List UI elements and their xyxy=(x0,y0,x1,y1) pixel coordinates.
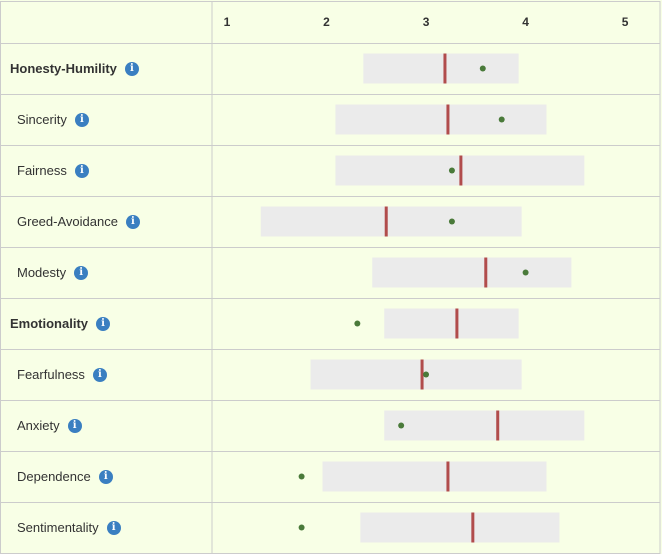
info-icon[interactable]: i xyxy=(92,367,107,382)
row-label-text: Sincerity xyxy=(17,112,67,127)
facet-label: Dependence i xyxy=(0,451,211,502)
mean-marker xyxy=(471,512,475,543)
facet-label: Modesty i xyxy=(0,247,211,298)
range-bar xyxy=(310,359,522,390)
mean-marker xyxy=(446,104,450,135)
score-dot xyxy=(423,371,430,378)
info-icon[interactable]: i xyxy=(98,469,113,484)
info-icon[interactable]: i xyxy=(74,265,89,280)
range-bar xyxy=(384,308,519,339)
range-bar xyxy=(360,512,560,543)
score-dot xyxy=(448,167,455,174)
row-label-text: Dependence xyxy=(17,469,91,484)
trait-group-label: Emotionality i xyxy=(0,298,211,349)
facet-label: Sentimentality i xyxy=(0,502,211,553)
facet-label: Sincerity i xyxy=(0,94,211,145)
mean-marker xyxy=(384,206,388,237)
row-label-text: Emotionality xyxy=(10,316,89,331)
x-tick-label: 1 xyxy=(223,15,231,29)
score-dot xyxy=(298,473,305,480)
row-label-text: Fairness xyxy=(17,163,67,178)
mean-marker xyxy=(484,257,488,288)
range-bar xyxy=(384,410,585,441)
row-label-text: Sentimentality xyxy=(17,520,99,535)
info-icon[interactable]: i xyxy=(125,214,140,229)
score-dot xyxy=(298,524,305,531)
range-bar xyxy=(322,461,547,492)
facet-label: Anxiety i xyxy=(0,400,211,451)
row-label-text: Fearfulness xyxy=(17,367,85,382)
x-tick-label: 5 xyxy=(621,15,629,29)
facet-label: Fearfulness i xyxy=(0,349,211,400)
row-label-text: Greed-Avoidance xyxy=(17,214,118,229)
info-icon[interactable]: i xyxy=(96,316,111,331)
info-icon[interactable]: i xyxy=(74,163,89,178)
mean-marker xyxy=(496,410,500,441)
mean-marker xyxy=(443,53,447,84)
score-dot xyxy=(448,218,455,225)
mean-marker xyxy=(446,461,450,492)
info-icon[interactable]: i xyxy=(74,112,89,127)
mean-marker xyxy=(420,359,424,390)
info-icon[interactable]: i xyxy=(67,418,82,433)
trait-group-label: Honesty-Humility i xyxy=(0,43,211,94)
score-dot xyxy=(522,269,529,276)
range-bar xyxy=(372,257,572,288)
range-bar xyxy=(260,206,522,237)
info-icon[interactable]: i xyxy=(124,61,139,76)
info-icon[interactable]: i xyxy=(106,520,121,535)
x-tick-label: 2 xyxy=(323,15,330,29)
facet-label: Greed-Avoidance i xyxy=(0,196,211,247)
x-tick-label: 3 xyxy=(422,15,430,29)
range-bar xyxy=(335,104,547,135)
range-bar xyxy=(363,53,519,84)
row-label-text: Honesty-Humility xyxy=(10,61,117,76)
score-dot xyxy=(479,65,486,72)
score-dot xyxy=(354,320,361,327)
mean-marker xyxy=(455,308,459,339)
score-dot xyxy=(498,116,505,123)
mean-marker xyxy=(459,155,463,186)
x-tick-label: 4 xyxy=(522,15,529,29)
score-dot xyxy=(398,422,405,429)
row-label-text: Anxiety xyxy=(17,418,60,433)
row-label-text: Modesty xyxy=(17,265,67,280)
facet-label: Fairness i xyxy=(0,145,211,196)
